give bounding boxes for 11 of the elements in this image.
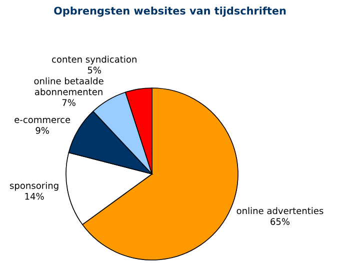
data-label: 7%	[62, 99, 76, 106]
slice-label: online advertenties	[236, 207, 324, 214]
slice-label: online betaalde abonnementen	[34, 77, 104, 96]
data-label: 14%	[25, 192, 44, 200]
data-label: 5%	[88, 66, 102, 74]
data-label: 9%	[36, 127, 49, 134]
chart-title: Opbrengsten websites van tijdschriften	[54, 6, 286, 17]
slice-label: e-commerce	[14, 118, 70, 124]
data-label: 65%	[270, 218, 290, 225]
slice-label: sponsoring	[10, 182, 58, 191]
slice-label: conten syndication	[52, 56, 136, 64]
